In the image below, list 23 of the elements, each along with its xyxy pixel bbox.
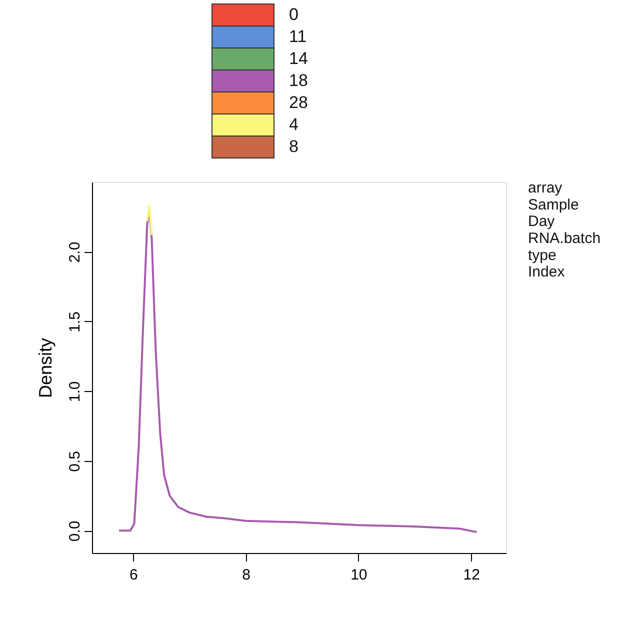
y-tick-label: 1.5 [66, 312, 84, 332]
y-tick-label: 2.0 [66, 242, 84, 263]
y-tick-label: 0.5 [66, 451, 84, 472]
x-tick-label: 8 [242, 566, 250, 584]
text: Sample [528, 196, 579, 214]
text: RNA.batch [528, 230, 601, 247]
legend-label: 11 [289, 27, 307, 46]
y-axis-title: Density [36, 338, 56, 398]
y-tick-label: 0.0 [66, 520, 84, 542]
text: Index [528, 264, 566, 281]
text: type [528, 246, 556, 264]
legend-label: 0 [289, 5, 298, 24]
text: array [528, 179, 563, 196]
legend-label: 28 [289, 93, 308, 112]
legend-label: 18 [289, 71, 308, 90]
x-tick-label: 6 [129, 566, 138, 584]
legend-label: 4 [289, 115, 298, 134]
y-tick-label: 1.0 [66, 381, 84, 402]
text: Day [528, 213, 556, 230]
legend-label: 8 [289, 137, 298, 156]
x-tick-label: 12 [463, 566, 480, 584]
x-tick-label: 10 [350, 566, 368, 584]
legend-label: 14 [289, 49, 308, 68]
